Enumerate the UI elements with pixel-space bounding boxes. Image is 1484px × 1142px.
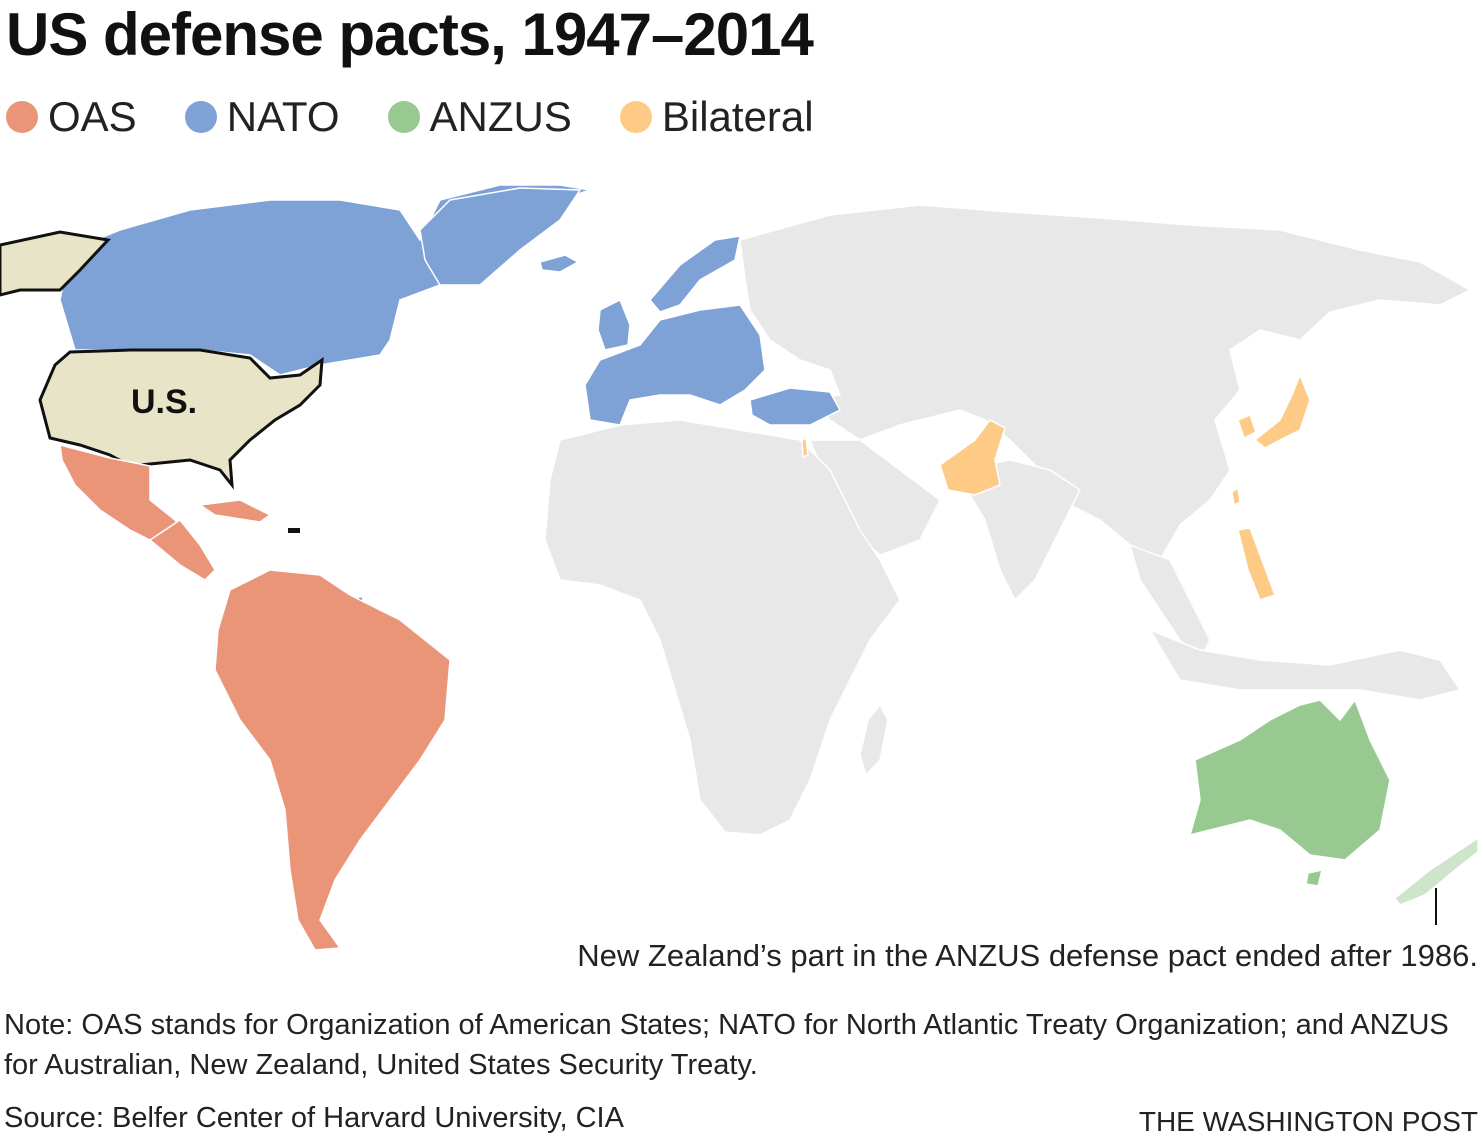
publisher-credit: THE WASHINGTON POST [1138,1106,1478,1137]
legend-swatch-oas [6,101,38,133]
region-puerto-rico [288,528,300,533]
us-territory [0,230,324,533]
region-turkey [749,387,842,426]
region-taiwan [1231,486,1241,507]
map-title: US defense pacts, 1947–2014 [6,1,814,68]
legend-swatch-bilateral [619,101,652,133]
region-south-korea [1237,414,1257,440]
region-pakistan [939,419,1006,496]
region-alaska [0,230,112,297]
region-india [958,459,1081,602]
legend-label-anzus: ANZUS [429,93,572,140]
legend-item-nato: NATO [184,93,340,141]
region-israel [801,436,809,459]
region-europe-west [584,304,766,426]
region-norway [649,235,741,313]
legend-item-bilateral: Bilateral [619,93,814,141]
legend-item-anzus: ANZUS [387,93,572,141]
region-australia [1188,698,1391,861]
source-line: Source: Belfer Center of Harvard Univers… [4,1102,624,1134]
legend-label-bilateral: Bilateral [661,93,814,140]
new-zealand-annotation: New Zealand’s part in the ANZUS defense … [577,938,1478,973]
region-indonesia [1148,628,1462,701]
region-caribbean [197,499,272,523]
region-greenland [419,187,582,286]
region-uk [597,298,631,351]
us-label: U.S. [131,383,197,421]
other-countries [544,204,1472,836]
legend-label-nato: NATO [226,93,340,140]
nato-countries [59,184,842,618]
region-usa [38,348,324,490]
legend-label-oas: OAS [48,93,137,140]
legend: OAS NATO ANZUS Bilateral [6,92,862,142]
legend-swatch-nato [184,101,217,133]
bilateral-countries [801,372,1311,601]
legend-item-oas: OAS [6,93,137,141]
footnote: Note: OAS stands for Organization of Ame… [4,1009,1449,1081]
region-new-zealand [1393,836,1479,906]
region-philippines [1237,527,1276,601]
region-tasmania [1305,869,1324,887]
world-map: U.S. [0,184,1479,951]
legend-swatch-anzus [387,101,420,133]
region-central-america [148,518,216,581]
oas-countries [59,443,451,951]
region-iceland [539,254,580,273]
region-south-america [214,569,451,951]
region-japan [1253,372,1311,449]
anzus-countries [1188,698,1391,887]
region-madagascar [859,703,889,777]
